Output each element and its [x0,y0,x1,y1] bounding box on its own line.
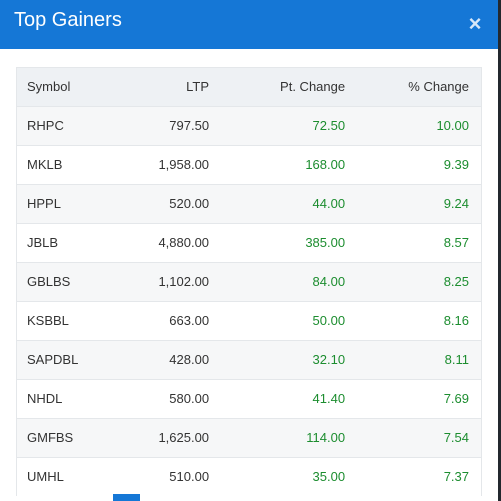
cell-ltp: 4,880.00 [158,235,210,250]
cell-pct-change: 7.69 [443,391,469,406]
table-row[interactable]: UMHL 510.00 35.00 7.37 [17,457,481,496]
cell-pt-change: 50.00 [312,313,346,328]
pagination-active-page[interactable] [113,494,140,501]
cell-pt-change: 168.00 [305,157,346,172]
table-row[interactable]: SAPDBL 428.00 32.10 8.11 [17,340,481,379]
gainers-table-container: Symbol LTP Pt. Change % Change RHPC 797.5… [16,67,482,496]
cell-pct-change: 8.25 [443,274,469,289]
table-row[interactable]: NHDL 580.00 41.40 7.69 [17,379,481,418]
table-row[interactable]: HPPL 520.00 44.00 9.24 [17,184,481,223]
cell-pct-change: 8.16 [443,313,469,328]
cell-pct-change: 8.57 [443,235,469,250]
cell-pct-change: 8.11 [444,352,469,367]
cell-pt-change: 72.50 [312,118,346,133]
table-row[interactable]: JBLB 4,880.00 385.00 8.57 [17,223,481,262]
cell-pt-change: 385.00 [305,235,346,250]
cell-pct-change: 7.54 [443,430,469,445]
header-ltp[interactable]: LTP [186,79,210,95]
header-symbol[interactable]: Symbol [27,79,71,95]
cell-ltp: 797.50 [169,118,210,133]
cell-symbol: NHDL [27,391,63,406]
cell-symbol: GBLBS [27,274,71,289]
table-row[interactable]: KSBBL 663.00 50.00 8.16 [17,301,481,340]
cell-pct-change: 9.24 [443,196,469,211]
cell-ltp: 520.00 [169,196,210,211]
cell-symbol: SAPDBL [27,352,79,367]
close-icon[interactable]: × [468,11,482,36]
cell-symbol: MKLB [27,157,63,172]
header-pt-change[interactable]: Pt. Change [280,79,346,95]
cell-symbol: KSBBL [27,313,69,328]
cell-pt-change: 84.00 [312,274,346,289]
cell-ltp: 510.00 [169,469,210,485]
table-header-row: Symbol LTP Pt. Change % Change [17,68,481,106]
modal-header: Top Gainers × [0,0,498,49]
cell-pt-change: 35.00 [312,469,346,485]
cell-symbol: GMFBS [27,430,74,445]
header-pct-change[interactable]: % Change [408,79,469,95]
cell-ltp: 663.00 [169,313,210,328]
cell-symbol: HPPL [27,196,61,211]
cell-ltp: 1,958.00 [158,157,210,172]
cell-ltp: 1,102.00 [158,274,210,289]
cell-pt-change: 32.10 [312,352,346,367]
background-edge [498,0,501,501]
table-row[interactable]: GBLBS 1,102.00 84.00 8.25 [17,262,481,301]
cell-symbol: RHPC [27,118,64,133]
table-row[interactable]: MKLB 1,958.00 168.00 9.39 [17,145,481,184]
cell-ltp: 428.00 [169,352,210,367]
modal-title: Top Gainers [14,9,122,31]
cell-ltp: 580.00 [169,391,210,406]
cell-pt-change: 44.00 [312,196,346,211]
cell-ltp: 1,625.00 [158,430,210,445]
gainers-table: Symbol LTP Pt. Change % Change RHPC 797.5… [17,68,481,496]
cell-pct-change: 10.00 [436,118,469,133]
cell-pct-change: 9.39 [443,157,469,172]
table-row[interactable]: GMFBS 1,625.00 114.00 7.54 [17,418,481,457]
cell-pt-change: 114.00 [306,430,346,445]
cell-symbol: JBLB [27,235,59,250]
table-row[interactable]: RHPC 797.50 72.50 10.00 [17,106,481,145]
cell-pct-change: 7.37 [443,469,469,485]
cell-symbol: UMHL [27,469,64,485]
cell-pt-change: 41.40 [312,391,346,406]
